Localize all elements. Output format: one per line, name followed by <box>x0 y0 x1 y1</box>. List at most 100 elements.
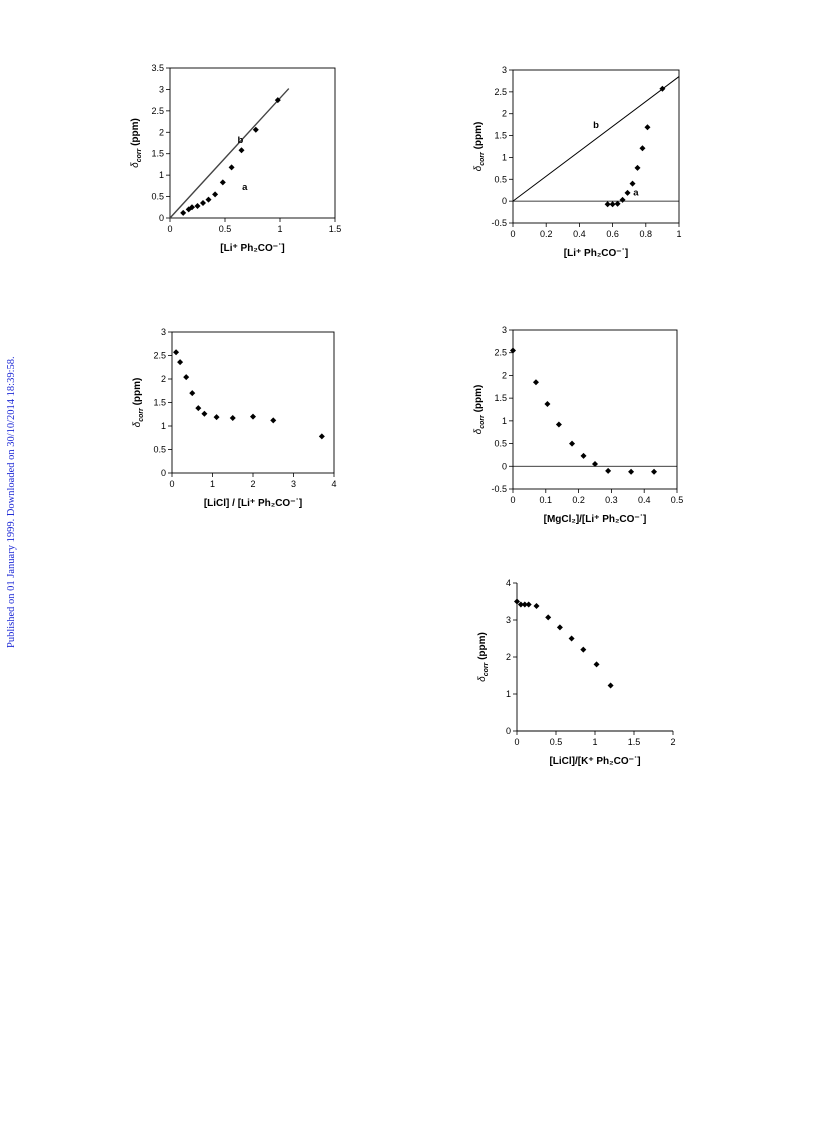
y-tick-label: 1 <box>506 689 511 699</box>
series-annotation: b <box>593 120 599 131</box>
data-point <box>189 390 196 397</box>
plot-frame <box>512 329 678 490</box>
x-tick-label: 2 <box>250 479 255 489</box>
plot-frame <box>171 331 335 474</box>
data-point <box>568 635 575 642</box>
y-axis-label: δcorr (ppm) <box>132 378 145 428</box>
data-point <box>270 417 277 424</box>
data-point <box>318 433 325 440</box>
data-point <box>517 601 524 608</box>
data-point <box>213 414 220 421</box>
chart-li-benzophenone-concentration-1: 0 0.5 1 1.5 0 0.5 1 1.5 2 2.5 3 3.5 b a [Li⁺ Ph₂CO⁻˙] δ… <box>130 63 341 254</box>
data-point <box>205 196 212 203</box>
data-point <box>189 204 195 211</box>
y-tick-label: 3 <box>161 327 166 337</box>
data-point <box>659 85 666 92</box>
x-axis-label: [Li⁺ Ph₂CO⁻˙] <box>220 243 284 254</box>
data-point <box>200 200 206 206</box>
chart-licl-titration-k: 0 0.5 1 1.5 2 0 1 2 3 4 [LiCl]/[K⁺ Ph₂CO⁻˙] δcorr (… <box>477 578 676 767</box>
y-axis-label: δcorr (ppm) <box>477 632 490 682</box>
x-tick-label: 0.6 <box>606 229 619 239</box>
y-tick-label: 2 <box>502 370 507 380</box>
data-point <box>250 413 256 420</box>
data-point <box>514 598 520 605</box>
plot-frame <box>512 69 680 224</box>
data-point <box>510 347 516 354</box>
data-point <box>252 126 259 133</box>
data-point <box>556 624 563 631</box>
y-tick-label: 2.5 <box>151 106 164 116</box>
y-tick-label: -0.5 <box>491 484 507 494</box>
data-point <box>644 124 651 131</box>
y-tick-label: -0.5 <box>491 218 507 228</box>
plot-frame <box>169 67 336 219</box>
data-point <box>532 379 539 386</box>
data-point <box>580 646 587 653</box>
data-point <box>545 614 552 621</box>
x-tick-label: 4 <box>331 479 336 489</box>
data-point <box>238 147 245 154</box>
x-tick-label: 1.5 <box>628 737 641 747</box>
y-tick-label: 0.5 <box>494 439 507 449</box>
data-point <box>194 203 201 209</box>
y-tick-label: 2 <box>506 652 511 662</box>
y-axis-label: δcorr (ppm) <box>473 385 486 435</box>
data-point <box>619 196 626 203</box>
data-point <box>629 180 636 187</box>
data-point <box>183 374 190 381</box>
y-tick-label: 2 <box>502 109 507 119</box>
data-point <box>592 461 598 468</box>
y-tick-label: 1 <box>161 421 166 431</box>
data-point <box>544 401 551 408</box>
x-tick-label: 0 <box>514 737 519 747</box>
data-point <box>604 201 611 208</box>
data-point <box>180 209 187 216</box>
data-point <box>521 601 528 608</box>
data-point <box>555 421 562 428</box>
x-tick-label: 3 <box>291 479 296 489</box>
data-point <box>634 164 641 171</box>
download-watermark: Published on 01 January 1999. Downloaded… <box>6 356 17 648</box>
data-point <box>580 452 587 459</box>
y-tick-label: 1.5 <box>494 131 507 141</box>
series-annotation: a <box>242 182 248 193</box>
x-tick-label: 0.5 <box>550 737 563 747</box>
y-tick-label: 3 <box>502 65 507 75</box>
data-point <box>628 468 635 475</box>
x-tick-label: 1 <box>676 229 681 239</box>
x-axis-label: [Li⁺ Ph₂CO⁻˙] <box>564 248 628 259</box>
reference-line-b <box>169 88 290 219</box>
x-axis-label: [LiCl]/[K⁺ Ph₂CO⁻˙] <box>549 756 640 767</box>
x-tick-label: 0.4 <box>573 229 586 239</box>
x-tick-label: 0 <box>510 229 515 239</box>
data-point <box>651 468 658 475</box>
x-tick-label: 0 <box>510 495 515 505</box>
y-tick-label: 1.5 <box>153 398 166 408</box>
data-point <box>219 179 226 186</box>
x-tick-label: 1 <box>210 479 215 489</box>
data-point <box>201 410 208 417</box>
y-tick-label: 0.5 <box>494 174 507 184</box>
data-point <box>639 145 646 152</box>
y-tick-label: 3.5 <box>151 63 164 73</box>
y-tick-label: 3 <box>159 84 164 94</box>
x-tick-label: 0.3 <box>605 495 618 505</box>
data-point <box>569 440 576 447</box>
x-tick-label: 0.1 <box>540 495 553 505</box>
x-tick-label: 0.5 <box>671 495 684 505</box>
y-tick-label: 1.5 <box>494 393 507 403</box>
data-point <box>614 200 621 207</box>
data-point <box>525 601 532 608</box>
y-axis-label: δcorr (ppm) <box>130 118 143 168</box>
x-tick-label: 0.8 <box>640 229 653 239</box>
x-axis-label: [LiCl] / [Li⁺ Ph₂CO⁻˙] <box>204 498 302 509</box>
y-tick-label: 2 <box>161 374 166 384</box>
x-tick-label: 2 <box>670 737 675 747</box>
reference-line-b <box>512 76 680 202</box>
y-tick-label: 2.5 <box>494 87 507 97</box>
y-tick-label: 1 <box>502 416 507 426</box>
y-tick-label: 1.5 <box>151 149 164 159</box>
y-axis-label: δcorr (ppm) <box>473 122 486 172</box>
x-tick-label: 0.2 <box>540 229 553 239</box>
